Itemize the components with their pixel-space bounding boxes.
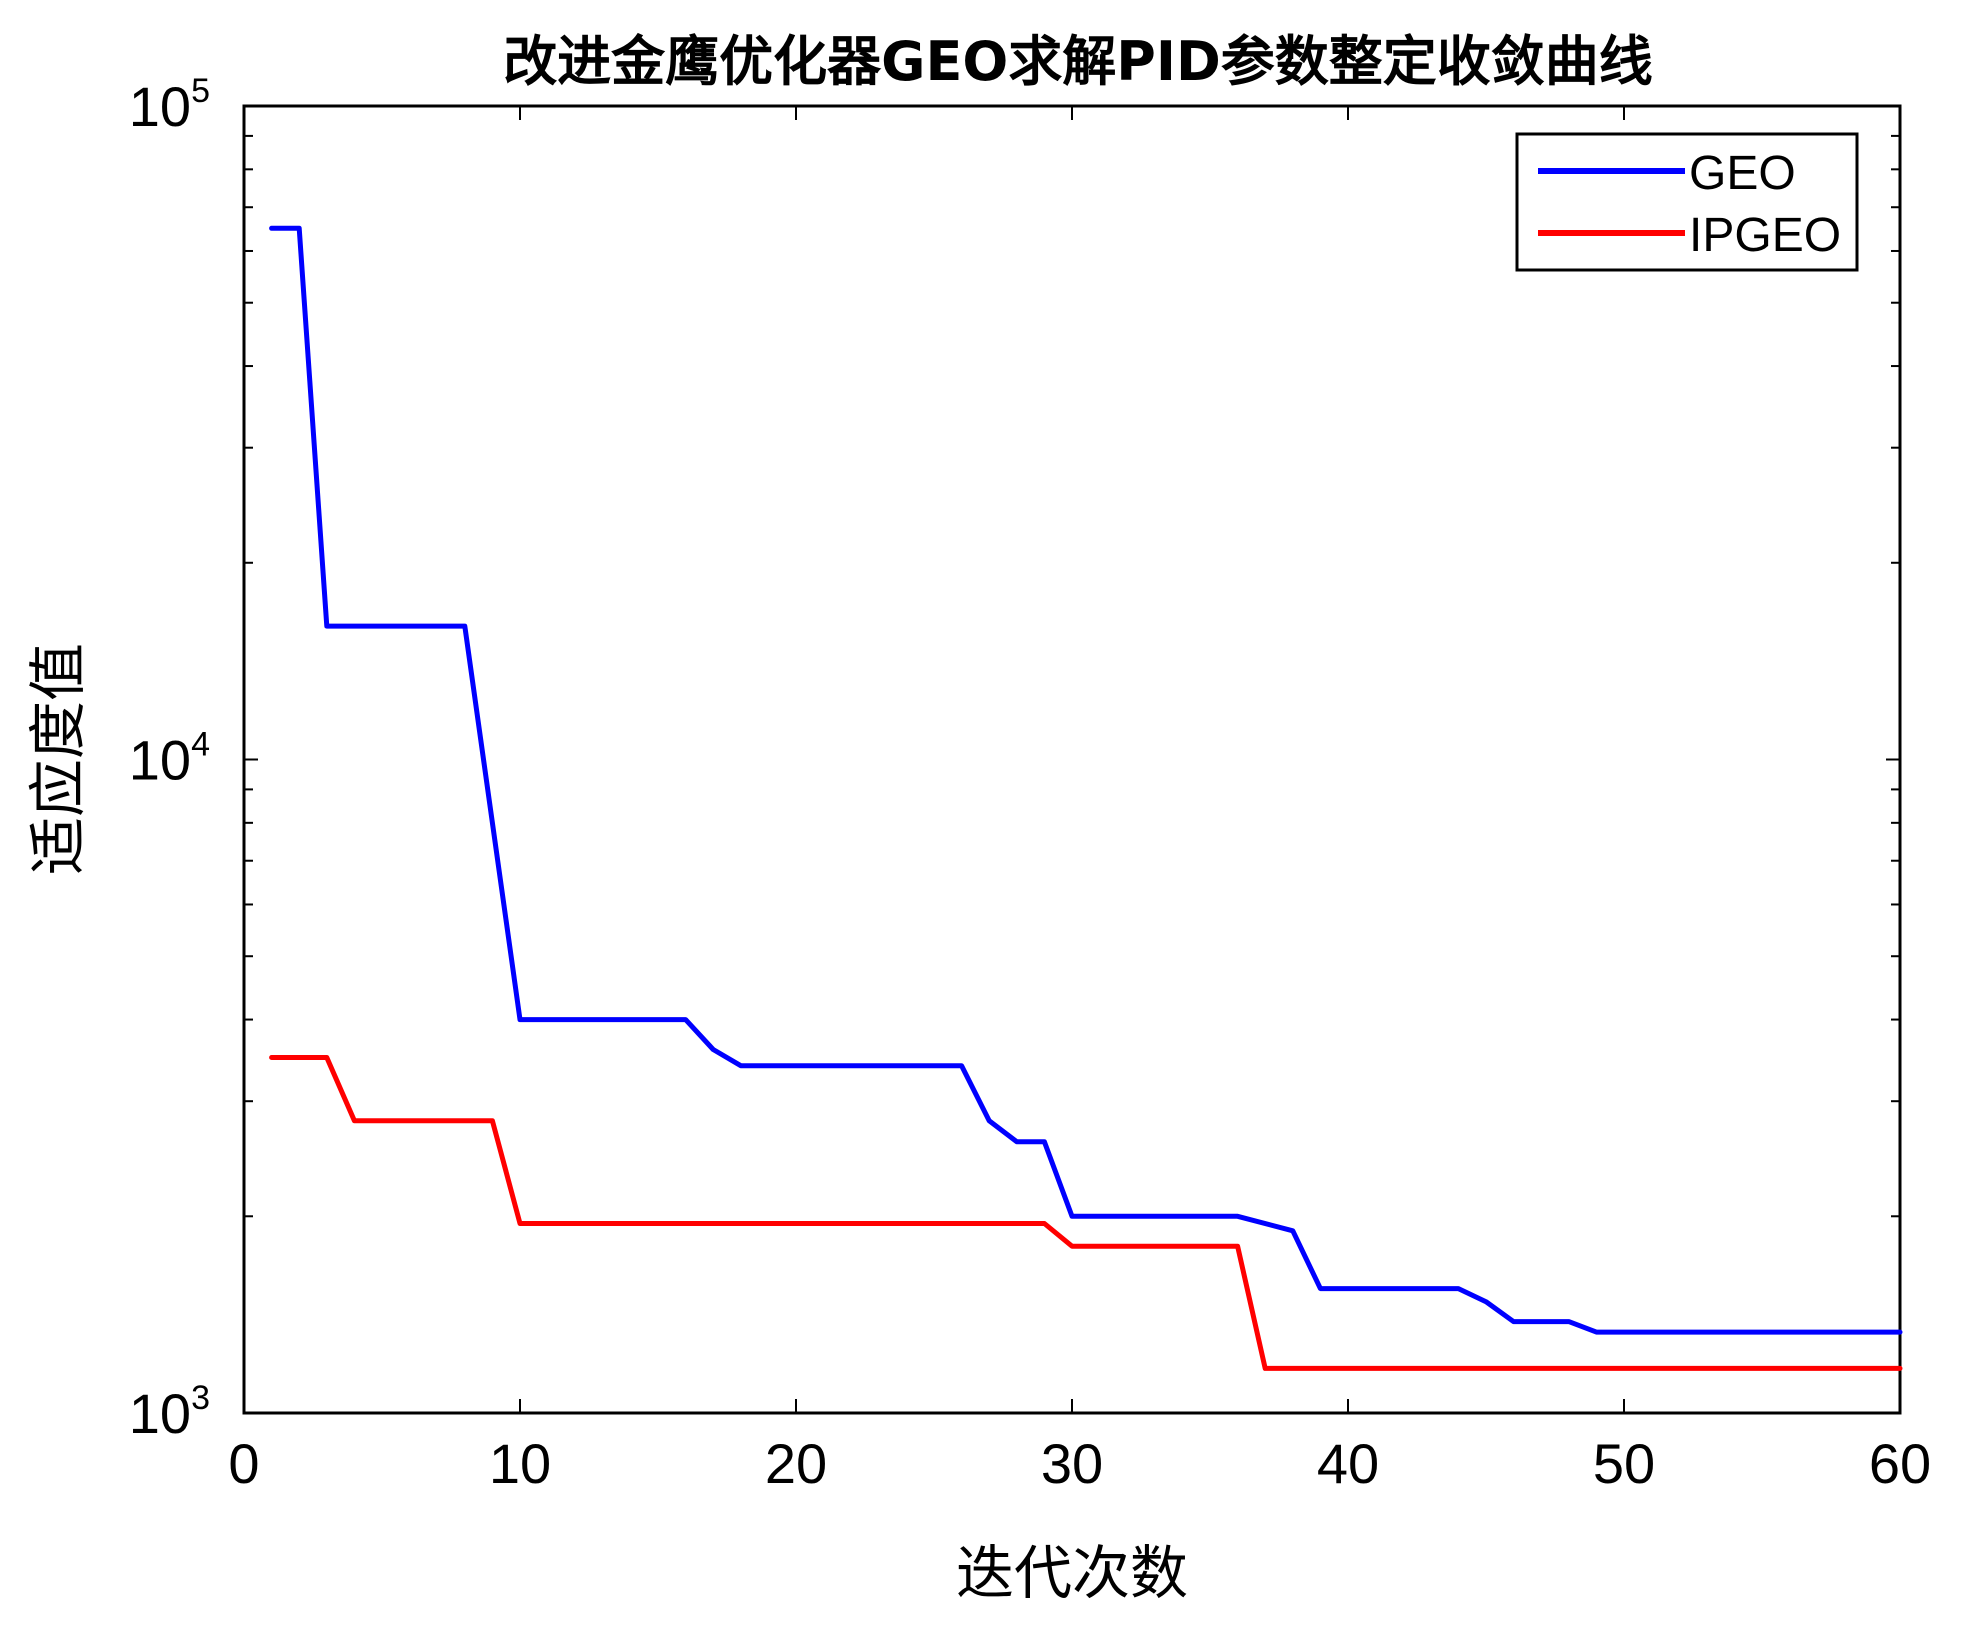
series-line-ipgeo [269, 1055, 1903, 1371]
tick-labels: 0 10 20 30 40 50 60 103 104 105 [129, 72, 1931, 1495]
plot-area [242, 104, 1903, 1415]
legend-label-ipgeo: IPGEO [1689, 209, 1841, 262]
y-axis-label: 适应度值 [24, 643, 92, 875]
x-tick-label: 50 [1593, 1432, 1655, 1495]
series-line-geo [269, 225, 1903, 1335]
x-tick-label: 60 [1869, 1432, 1931, 1495]
y-tick-label: 103 [129, 1379, 210, 1445]
x-tick-label: 10 [489, 1432, 551, 1495]
y-tick-label: 104 [129, 726, 210, 792]
x-tick-label: 20 [765, 1432, 827, 1495]
series-layer [269, 225, 1903, 1371]
legend-box [1515, 132, 1859, 272]
y-tick-label: 105 [129, 72, 210, 138]
x-tick-label: 40 [1317, 1432, 1379, 1495]
x-axis-label: 迭代次数 [956, 1539, 1188, 1607]
x-tick-label: 30 [1041, 1432, 1103, 1495]
ticks-layer [243, 105, 1901, 1414]
x-tick-label: 0 [228, 1432, 259, 1495]
chart-title: 改进金鹰优化器GEO求解PID参数整定收敛曲线 [503, 30, 1653, 93]
legend: GEO IPGEO [1515, 132, 1859, 272]
legend-label-geo: GEO [1689, 147, 1796, 200]
